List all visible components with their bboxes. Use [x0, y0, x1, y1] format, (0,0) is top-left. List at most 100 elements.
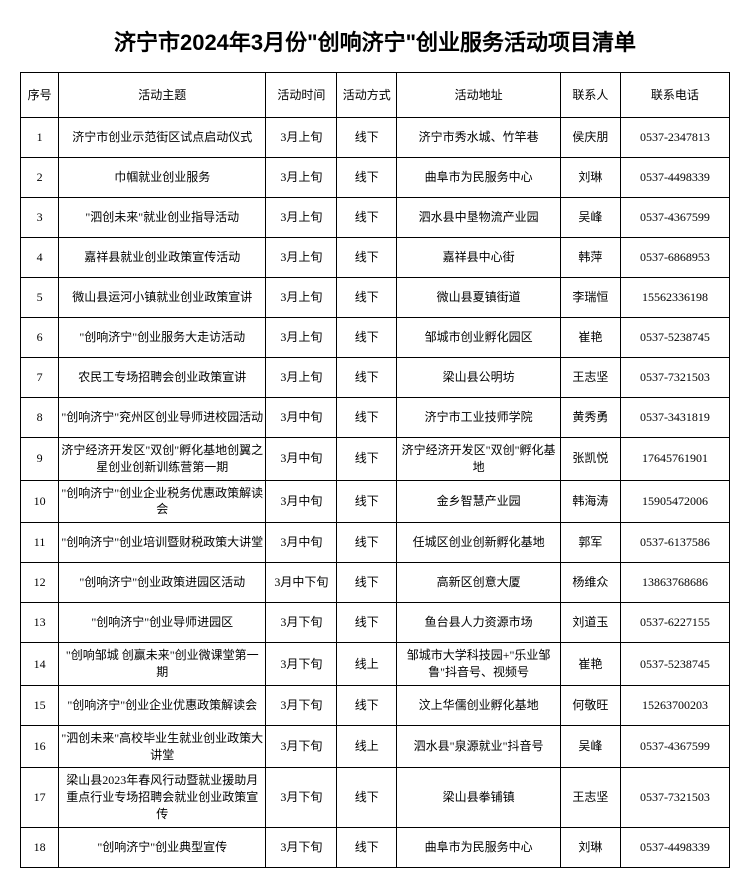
- cell-mode: 线下: [337, 563, 397, 603]
- table-row: 12"创响济宁"创业政策进园区活动3月中下旬线下高新区创意大厦杨维众138637…: [21, 563, 730, 603]
- cell-mode: 线下: [337, 238, 397, 278]
- cell-mode: 线下: [337, 768, 397, 827]
- cell-seq: 11: [21, 523, 59, 563]
- cell-theme: 济宁经济开发区"双创"孵化基地创翼之星创业创新训练营第一期: [59, 438, 266, 481]
- cell-contact: 黄秀勇: [560, 398, 620, 438]
- cell-addr: 邹城市创业孵化园区: [397, 318, 561, 358]
- cell-theme: "泗创未来"高校毕业生就业创业政策大讲堂: [59, 725, 266, 768]
- cell-seq: 7: [21, 358, 59, 398]
- cell-addr: 汶上华儒创业孵化基地: [397, 685, 561, 725]
- cell-addr: 邹城市大学科技园+"乐业邹鲁"抖音号、视频号: [397, 643, 561, 686]
- cell-addr: 济宁经济开发区"双创"孵化基地: [397, 438, 561, 481]
- cell-phone: 0537-5238745: [620, 318, 729, 358]
- cell-addr: 泗水县"泉源就业"抖音号: [397, 725, 561, 768]
- cell-contact: 杨维众: [560, 563, 620, 603]
- header-theme: 活动主题: [59, 73, 266, 118]
- table-row: 11"创响济宁"创业培训暨财税政策大讲堂3月中旬线下任城区创业创新孵化基地郭军0…: [21, 523, 730, 563]
- cell-addr: 任城区创业创新孵化基地: [397, 523, 561, 563]
- table-row: 18"创响济宁"创业典型宣传3月下旬线下曲阜市为民服务中心刘琳0537-4498…: [21, 827, 730, 867]
- cell-time: 3月上旬: [266, 238, 337, 278]
- cell-mode: 线下: [337, 158, 397, 198]
- cell-seq: 12: [21, 563, 59, 603]
- table-row: 4嘉祥县就业创业政策宣传活动3月上旬线下嘉祥县中心街韩萍0537-6868953: [21, 238, 730, 278]
- cell-mode: 线下: [337, 318, 397, 358]
- cell-time: 3月上旬: [266, 118, 337, 158]
- cell-theme: "创响济宁"创业企业税务优惠政策解读会: [59, 480, 266, 523]
- cell-theme: "创响济宁"创业企业优惠政策解读会: [59, 685, 266, 725]
- cell-addr: 泗水县中垦物流产业园: [397, 198, 561, 238]
- cell-time: 3月中旬: [266, 398, 337, 438]
- table-row: 15"创响济宁"创业企业优惠政策解读会3月下旬线下汶上华儒创业孵化基地何敬旺15…: [21, 685, 730, 725]
- cell-phone: 0537-2347813: [620, 118, 729, 158]
- cell-contact: 侯庆朋: [560, 118, 620, 158]
- cell-contact: 韩海涛: [560, 480, 620, 523]
- cell-time: 3月上旬: [266, 358, 337, 398]
- cell-time: 3月上旬: [266, 318, 337, 358]
- header-time: 活动时间: [266, 73, 337, 118]
- cell-seq: 10: [21, 480, 59, 523]
- cell-addr: 曲阜市为民服务中心: [397, 158, 561, 198]
- page-title: 济宁市2024年3月份"创响济宁"创业服务活动项目清单: [20, 25, 730, 57]
- cell-theme: 嘉祥县就业创业政策宣传活动: [59, 238, 266, 278]
- cell-theme: "创响济宁"兖州区创业导师进校园活动: [59, 398, 266, 438]
- table-row: 10"创响济宁"创业企业税务优惠政策解读会3月中旬线下金乡智慧产业园韩海涛159…: [21, 480, 730, 523]
- cell-phone: 13863768686: [620, 563, 729, 603]
- cell-seq: 2: [21, 158, 59, 198]
- cell-addr: 高新区创意大厦: [397, 563, 561, 603]
- cell-time: 3月下旬: [266, 685, 337, 725]
- header-mode: 活动方式: [337, 73, 397, 118]
- cell-addr: 济宁市秀水城、竹竿巷: [397, 118, 561, 158]
- cell-contact: 李瑞恒: [560, 278, 620, 318]
- cell-mode: 线下: [337, 827, 397, 867]
- header-addr: 活动地址: [397, 73, 561, 118]
- cell-seq: 4: [21, 238, 59, 278]
- cell-addr: 曲阜市为民服务中心: [397, 827, 561, 867]
- cell-time: 3月中旬: [266, 438, 337, 481]
- cell-theme: "创响济宁"创业导师进园区: [59, 603, 266, 643]
- cell-mode: 线下: [337, 685, 397, 725]
- cell-contact: 韩萍: [560, 238, 620, 278]
- cell-contact: 吴峰: [560, 725, 620, 768]
- cell-addr: 济宁市工业技师学院: [397, 398, 561, 438]
- cell-contact: 王志坚: [560, 768, 620, 827]
- cell-time: 3月下旬: [266, 725, 337, 768]
- cell-time: 3月下旬: [266, 827, 337, 867]
- cell-phone: 0537-4498339: [620, 158, 729, 198]
- cell-theme: "创响邹城 创赢未来"创业微课堂第一期: [59, 643, 266, 686]
- cell-time: 3月中下旬: [266, 563, 337, 603]
- cell-theme: "创响济宁"创业服务大走访活动: [59, 318, 266, 358]
- cell-addr: 梁山县拳铺镇: [397, 768, 561, 827]
- table-row: 6"创响济宁"创业服务大走访活动3月上旬线下邹城市创业孵化园区崔艳0537-52…: [21, 318, 730, 358]
- cell-time: 3月下旬: [266, 768, 337, 827]
- cell-theme: "创响济宁"创业政策进园区活动: [59, 563, 266, 603]
- cell-contact: 张凯悦: [560, 438, 620, 481]
- cell-phone: 0537-4367599: [620, 198, 729, 238]
- cell-contact: 刘琳: [560, 158, 620, 198]
- table-row: 3"泗创未来"就业创业指导活动3月上旬线下泗水县中垦物流产业园吴峰0537-43…: [21, 198, 730, 238]
- cell-addr: 嘉祥县中心街: [397, 238, 561, 278]
- cell-addr: 鱼台县人力资源市场: [397, 603, 561, 643]
- table-row: 16"泗创未来"高校毕业生就业创业政策大讲堂3月下旬线上泗水县"泉源就业"抖音号…: [21, 725, 730, 768]
- cell-phone: 17645761901: [620, 438, 729, 481]
- cell-contact: 吴峰: [560, 198, 620, 238]
- cell-time: 3月上旬: [266, 278, 337, 318]
- cell-phone: 0537-7321503: [620, 358, 729, 398]
- table-row: 13"创响济宁"创业导师进园区3月下旬线下鱼台县人力资源市场刘道玉0537-62…: [21, 603, 730, 643]
- cell-seq: 17: [21, 768, 59, 827]
- cell-theme: "泗创未来"就业创业指导活动: [59, 198, 266, 238]
- cell-theme: "创响济宁"创业典型宣传: [59, 827, 266, 867]
- cell-phone: 0537-4367599: [620, 725, 729, 768]
- cell-theme: "创响济宁"创业培训暨财税政策大讲堂: [59, 523, 266, 563]
- cell-seq: 18: [21, 827, 59, 867]
- cell-addr: 微山县夏镇街道: [397, 278, 561, 318]
- cell-mode: 线上: [337, 725, 397, 768]
- cell-time: 3月中旬: [266, 523, 337, 563]
- table-row: 8"创响济宁"兖州区创业导师进校园活动3月中旬线下济宁市工业技师学院黄秀勇053…: [21, 398, 730, 438]
- cell-contact: 刘琳: [560, 827, 620, 867]
- cell-seq: 15: [21, 685, 59, 725]
- cell-seq: 13: [21, 603, 59, 643]
- table-row: 17梁山县2023年春风行动暨就业援助月重点行业专场招聘会就业创业政策宣传3月下…: [21, 768, 730, 827]
- cell-time: 3月下旬: [266, 603, 337, 643]
- cell-seq: 3: [21, 198, 59, 238]
- table-row: 7农民工专场招聘会创业政策宣讲3月上旬线下梁山县公明坊王志坚0537-73215…: [21, 358, 730, 398]
